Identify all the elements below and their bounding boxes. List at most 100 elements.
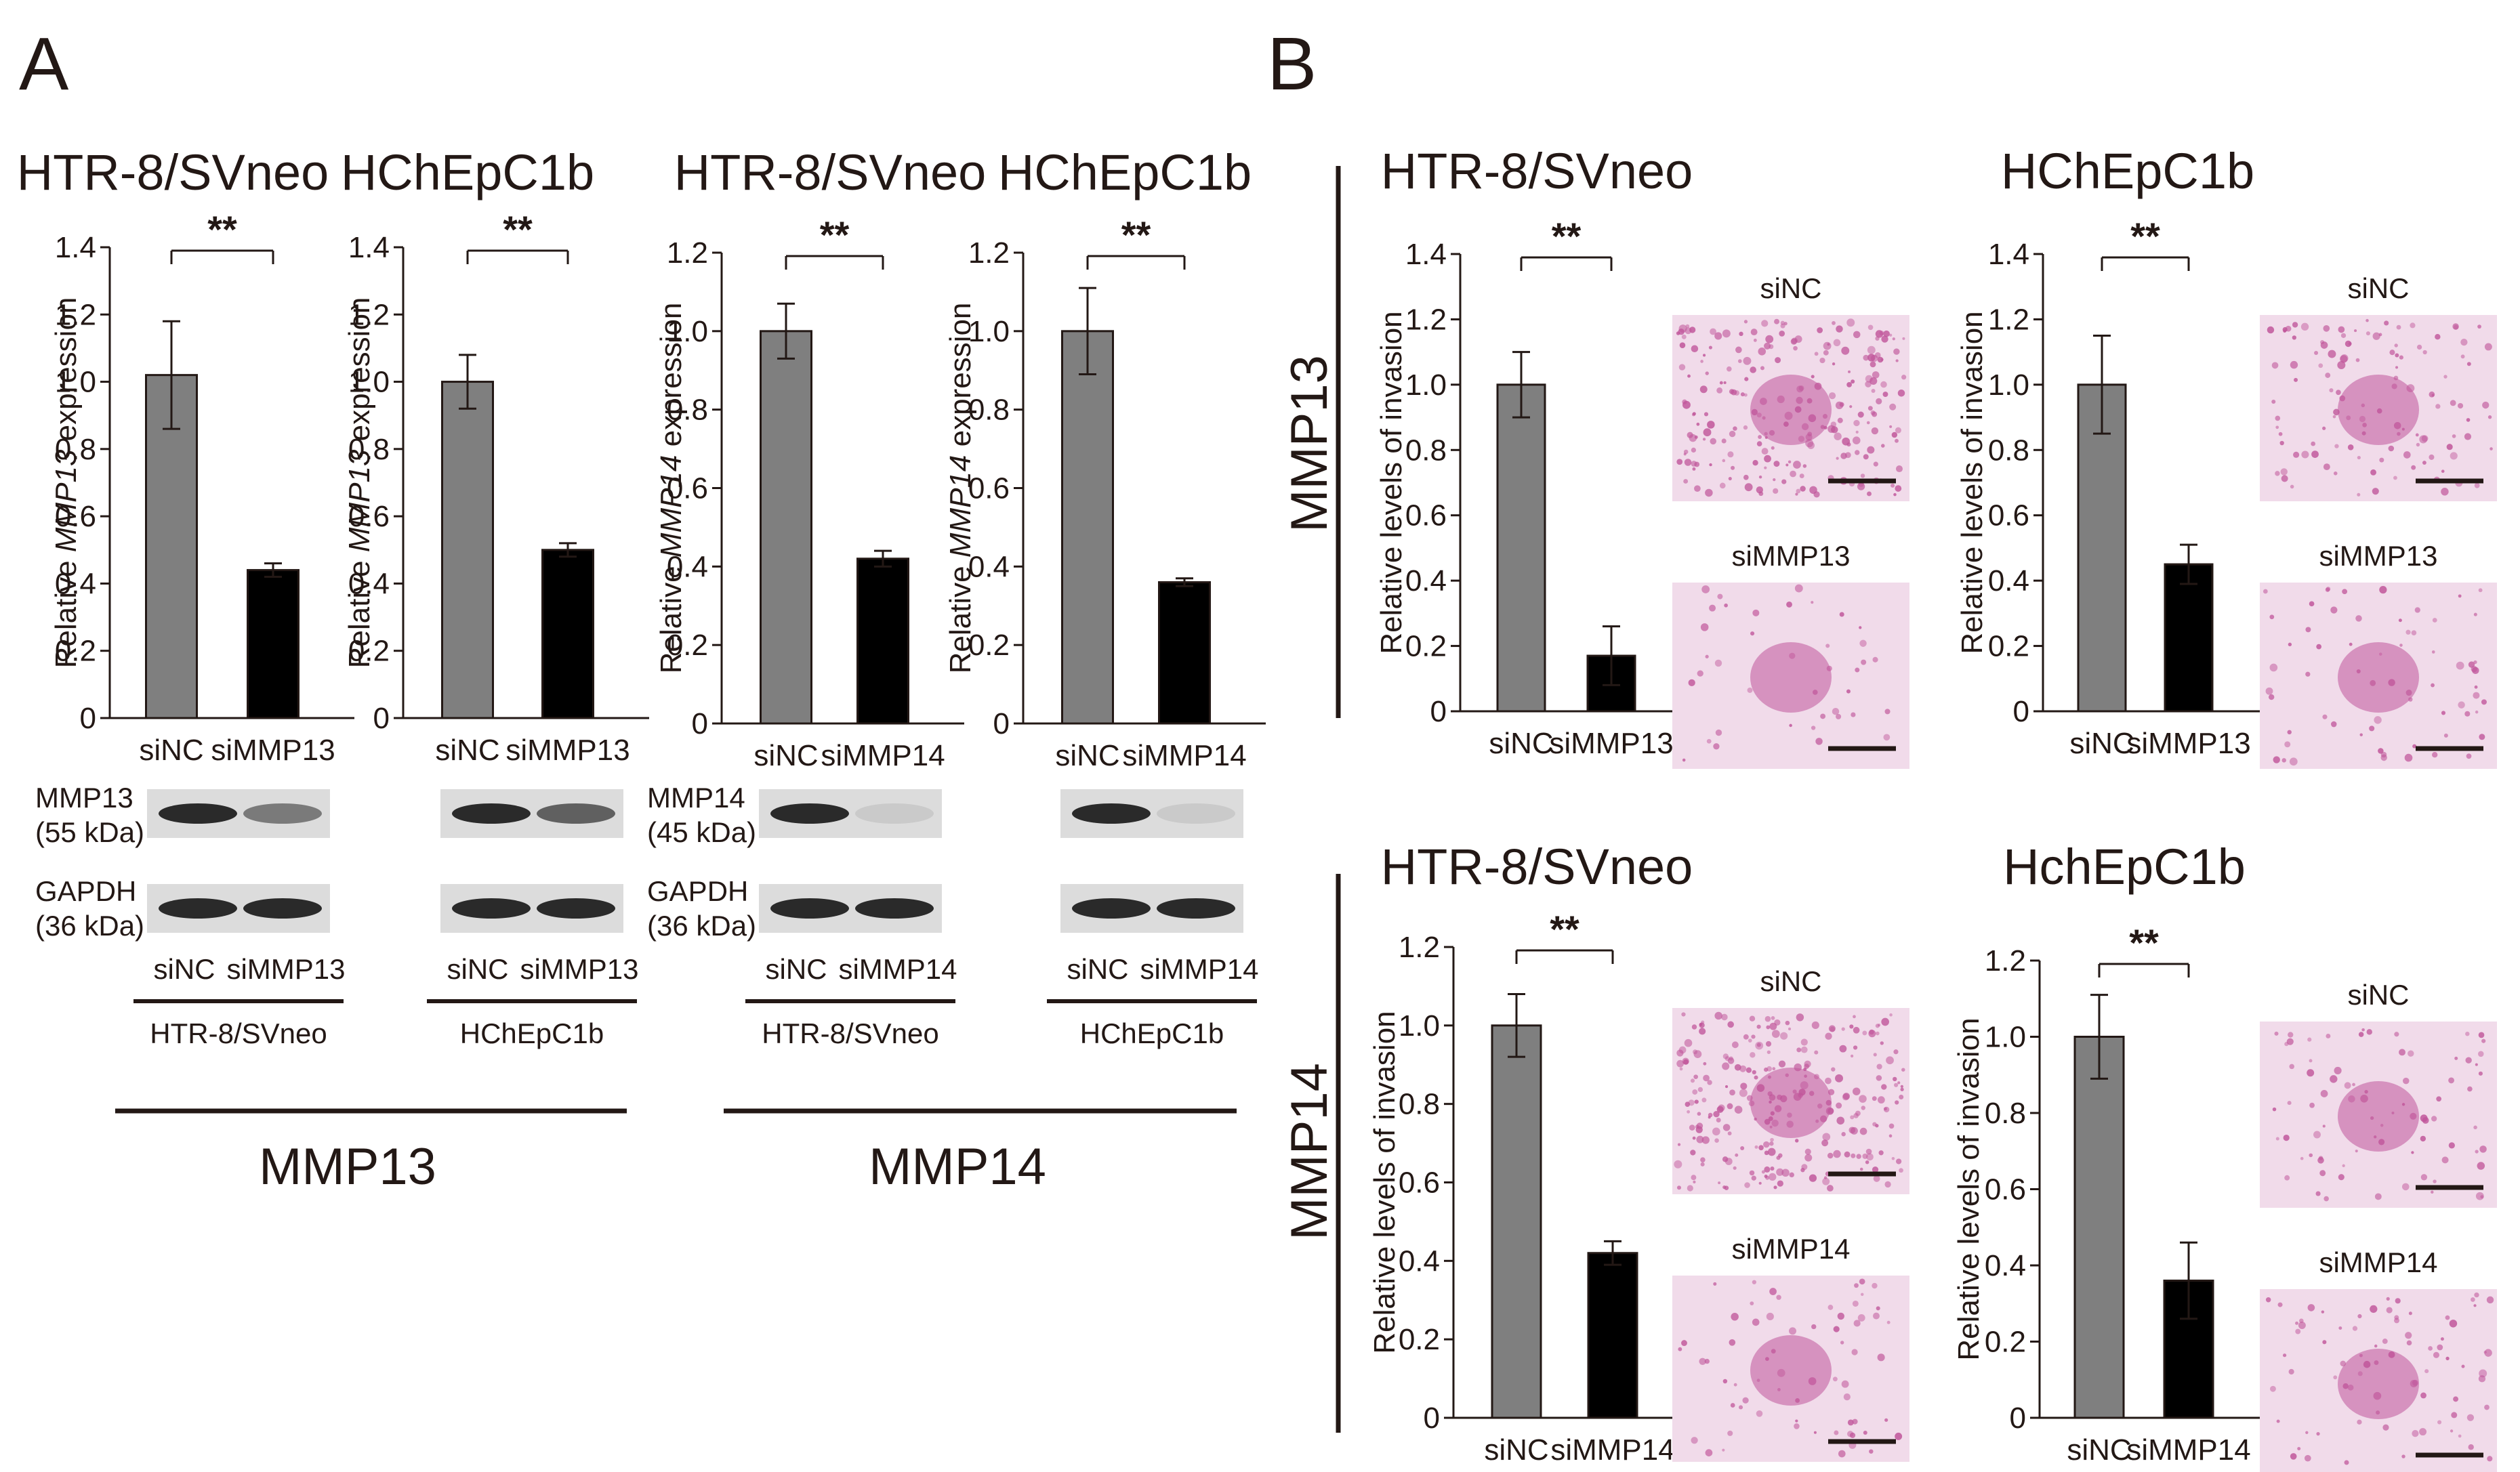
micrograph-cell [1707, 421, 1715, 429]
micrograph-cell [2283, 1134, 2290, 1141]
y-tick-label: 0.2 [667, 629, 708, 662]
micrograph-cell [2399, 644, 2403, 647]
micrograph-cell [2487, 1456, 2493, 1462]
micrograph-cell [1692, 1089, 1698, 1095]
micrograph-cell [2290, 1453, 2297, 1460]
micrograph-cell [1800, 1081, 1809, 1090]
category-label: siNC [753, 739, 818, 772]
micrograph-cell [1881, 335, 1888, 343]
micrograph-cell [2271, 362, 2279, 369]
bar-siNC [441, 381, 494, 719]
micrograph-cell [1746, 1095, 1753, 1101]
micrograph-cell [1895, 1100, 1899, 1105]
micrograph-cell [1754, 1075, 1758, 1080]
blot-band [770, 803, 849, 824]
micrograph-cell [1756, 486, 1764, 494]
micrograph-cell [1799, 474, 1804, 479]
bar-siNC [2073, 1036, 2125, 1419]
micrograph-cell [1713, 743, 1720, 750]
micrograph-cell [1814, 1050, 1819, 1055]
micrograph-cell [1889, 333, 1893, 337]
micrograph-cell [1827, 1108, 1834, 1114]
y-tick-label: 0.2 [348, 635, 390, 668]
micrograph-cell [1780, 320, 1785, 325]
micrograph-cell [1743, 320, 1748, 324]
micrograph-cell [1764, 466, 1767, 469]
micrograph-cell [2307, 1304, 2315, 1311]
micrograph-cell [2355, 358, 2360, 362]
y-axis-label: Relative MMP13 expression [49, 297, 83, 669]
micrograph-cell [1895, 1158, 1902, 1164]
micrograph-cell [1870, 377, 1878, 385]
micrograph-cell [1844, 1151, 1851, 1158]
micrograph-cell [1764, 1174, 1768, 1179]
micrograph-cell [2475, 1063, 2478, 1066]
category-label: siNC [435, 734, 499, 767]
micrograph-cell [2271, 399, 2276, 404]
micrograph-cell [1881, 444, 1885, 448]
micrograph-cell [1825, 644, 1830, 648]
y-label-part: expression [343, 297, 376, 450]
micrograph-cell [1884, 1181, 1891, 1188]
micrograph-cell [2311, 450, 2319, 459]
blot-target-kda: (55 kDa) [35, 816, 144, 848]
micrograph-cell [1895, 427, 1901, 434]
micrograph-cell [1756, 1379, 1760, 1383]
micrograph-cell [1750, 1301, 1754, 1306]
micrograph-cell [1682, 400, 1691, 409]
chart-title: HchEpC1b [2003, 839, 2246, 895]
bar-siNC [145, 374, 198, 719]
significance-marker: ** [1552, 215, 1582, 257]
micrograph-cell [2471, 1297, 2475, 1302]
micrograph-cell [1692, 1136, 1696, 1140]
micrograph-cell [1872, 656, 1878, 663]
micrograph-cell [2406, 384, 2415, 393]
micrograph-cell [1800, 1046, 1808, 1053]
micrograph-cell [1728, 476, 1732, 481]
micrograph-cell [1893, 1049, 1899, 1055]
micrograph-cell [1756, 1024, 1761, 1029]
blot-band [243, 898, 322, 919]
micrograph-cell [2431, 1116, 2437, 1122]
micrograph-cell [1809, 1091, 1815, 1096]
micrograph-cell [1792, 1089, 1797, 1094]
micrograph-cell [1839, 1045, 1847, 1053]
micrograph-cell [2284, 741, 2291, 748]
micrograph-cell [1775, 357, 1781, 364]
micrograph-cell [1764, 1150, 1769, 1156]
micrograph-cell [1743, 1034, 1749, 1040]
micrograph-cell [1708, 1112, 1713, 1118]
micrograph-cell [1771, 446, 1775, 450]
micrograph-cell [1884, 1418, 1888, 1422]
micrograph-cell [2322, 714, 2328, 719]
micrograph-cell [1820, 425, 1825, 429]
micrograph-cell [1874, 352, 1881, 358]
micrograph-cell [1701, 585, 1710, 593]
micrograph-cell [2474, 685, 2478, 689]
y-tick-label: 1.2 [348, 298, 390, 331]
micrograph-cell [2436, 1096, 2442, 1102]
y-tick-label: 0.4 [667, 550, 708, 583]
micrograph-cell [1822, 1177, 1830, 1185]
micrograph-cell [1849, 1024, 1854, 1029]
micrograph-cell [1899, 1168, 1903, 1173]
micrograph-cell [1794, 406, 1802, 413]
blot-band [1072, 803, 1151, 824]
micrograph-cell [2461, 1364, 2465, 1368]
micrograph-cell [2322, 1340, 2327, 1345]
micrograph-cell [1773, 478, 1776, 482]
micrograph-cell [1846, 318, 1855, 327]
y-label-part: expression [49, 297, 83, 450]
micrograph-cell [1848, 370, 1851, 373]
micrograph-cell [1689, 434, 1697, 442]
micrograph-cell [1851, 1153, 1856, 1158]
y-tick-label: 1.0 [1405, 369, 1447, 402]
micrograph-cell [1785, 1073, 1789, 1077]
micrograph-cell [1804, 1064, 1809, 1069]
micrograph-cell [1873, 461, 1878, 467]
micrograph-cell [1889, 403, 1897, 411]
micrograph-cell [1703, 412, 1709, 417]
micrograph-cell [1822, 1133, 1831, 1141]
micrograph-cell [1682, 1057, 1689, 1065]
micrograph-cell [2420, 1392, 2426, 1399]
